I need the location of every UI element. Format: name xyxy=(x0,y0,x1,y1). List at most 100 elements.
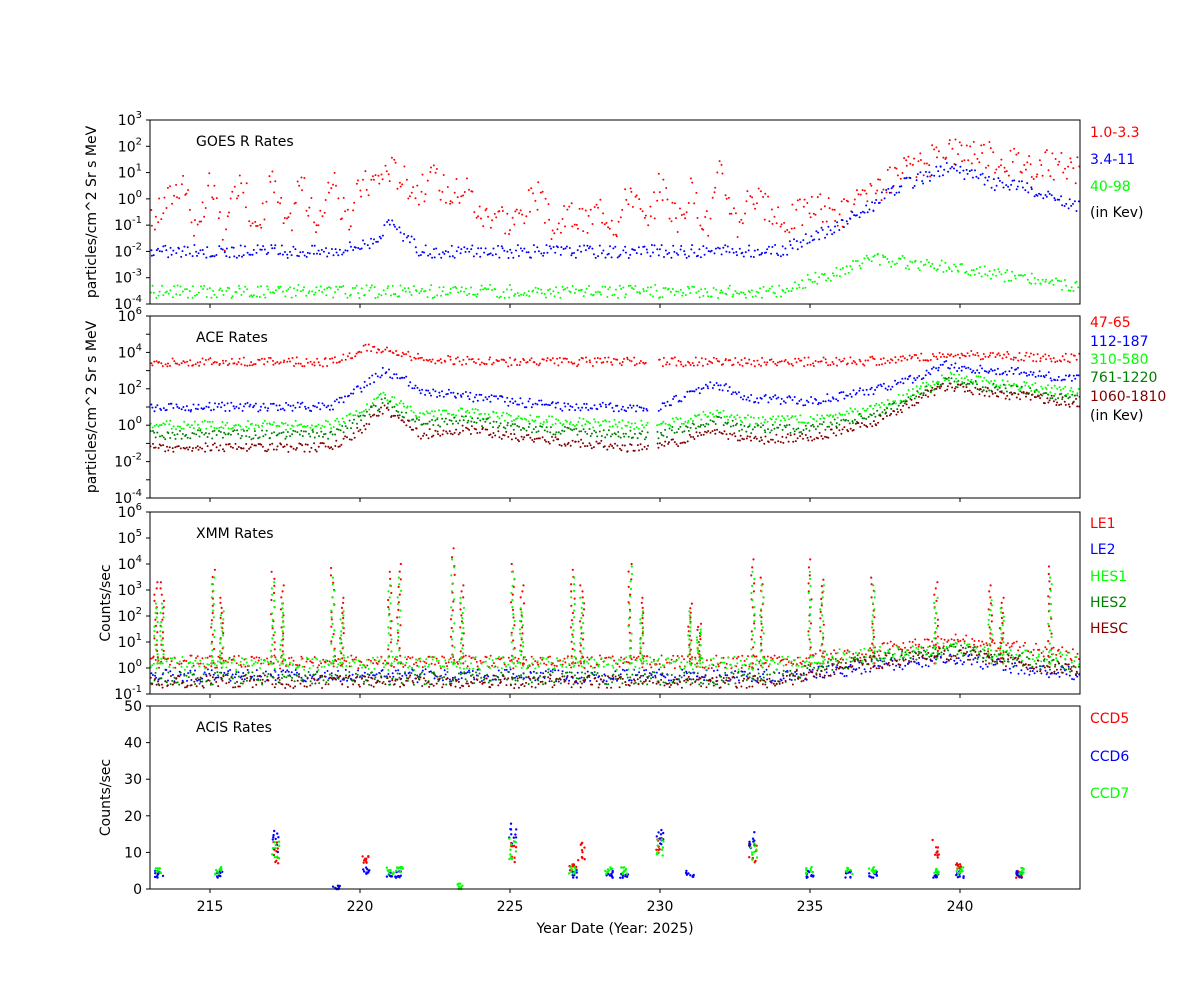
data-point xyxy=(1036,194,1039,197)
data-point xyxy=(289,427,292,430)
data-point xyxy=(258,656,261,659)
data-point xyxy=(428,420,431,423)
data-point xyxy=(567,441,570,444)
data-point xyxy=(979,644,982,647)
data-point xyxy=(1005,373,1008,376)
data-point xyxy=(636,291,639,294)
data-point xyxy=(178,407,181,410)
data-point xyxy=(599,403,602,406)
data-point xyxy=(373,413,376,416)
data-point xyxy=(652,251,654,254)
data-point xyxy=(484,396,487,399)
data-point xyxy=(542,423,545,426)
data-point xyxy=(685,425,688,428)
data-point xyxy=(519,247,522,250)
data-point xyxy=(487,288,490,291)
data-point xyxy=(627,421,630,424)
data-point xyxy=(546,357,549,360)
data-point xyxy=(984,166,987,169)
data-point xyxy=(734,212,737,215)
data-point xyxy=(346,436,348,439)
data-point xyxy=(492,420,495,423)
data-point xyxy=(444,201,447,204)
data-point xyxy=(942,645,945,648)
data-point xyxy=(263,218,266,221)
data-point xyxy=(919,159,922,161)
data-point xyxy=(1000,391,1003,394)
data-point xyxy=(618,421,621,424)
data-point xyxy=(649,663,652,666)
spike-point xyxy=(396,616,399,619)
data-point xyxy=(380,374,383,377)
data-point xyxy=(893,401,896,404)
data-point xyxy=(713,384,716,387)
data-point xyxy=(437,433,440,436)
data-point xyxy=(438,394,441,397)
data-point xyxy=(338,248,341,251)
spike-point xyxy=(462,584,465,587)
data-point xyxy=(840,360,843,363)
data-point xyxy=(162,444,165,447)
data-point xyxy=(409,426,412,429)
spike-point xyxy=(219,601,222,605)
data-point xyxy=(722,409,725,412)
data-point xyxy=(416,184,419,187)
data-point xyxy=(174,666,177,669)
spike-point xyxy=(213,568,216,571)
data-point xyxy=(599,357,602,360)
data-point xyxy=(585,403,588,405)
data-point xyxy=(937,150,940,153)
data-point xyxy=(313,244,316,247)
data-point xyxy=(568,423,571,425)
data-point xyxy=(624,424,627,427)
plot-frame xyxy=(149,119,1081,305)
data-point xyxy=(958,356,961,359)
data-point xyxy=(875,402,878,405)
data-point xyxy=(1005,356,1008,359)
data-point xyxy=(869,422,872,425)
data-point xyxy=(929,373,932,376)
data-point xyxy=(500,657,503,660)
data-point xyxy=(1010,358,1012,360)
data-point xyxy=(551,415,553,418)
data-point xyxy=(434,419,437,422)
data-point xyxy=(617,410,620,413)
data-point xyxy=(335,285,338,288)
data-point xyxy=(360,390,363,393)
data-point xyxy=(432,434,435,437)
data-point xyxy=(959,165,962,168)
data-point xyxy=(790,363,793,365)
data-point xyxy=(1007,353,1010,355)
data-point xyxy=(936,635,939,638)
spike-point xyxy=(211,575,214,579)
data-point xyxy=(503,434,506,437)
data-point xyxy=(1007,185,1010,188)
data-point xyxy=(987,175,990,178)
data-point xyxy=(318,435,320,438)
data-point xyxy=(357,247,360,249)
data-point xyxy=(1014,277,1017,280)
data-point xyxy=(831,208,834,211)
data-point xyxy=(835,266,838,269)
data-point xyxy=(316,666,319,669)
data-point xyxy=(793,396,796,398)
data-point xyxy=(225,443,228,446)
data-point xyxy=(222,448,224,451)
data-point xyxy=(677,253,680,256)
data-point xyxy=(724,244,727,247)
data-point xyxy=(233,424,236,427)
data-point xyxy=(306,361,309,364)
data-point xyxy=(577,440,580,443)
data-point xyxy=(573,292,576,294)
data-point xyxy=(643,445,646,448)
data-point xyxy=(896,408,899,411)
data-point xyxy=(823,417,826,420)
data-point xyxy=(442,395,445,398)
data-point xyxy=(529,210,531,213)
data-point xyxy=(784,247,787,250)
data-point xyxy=(680,422,683,425)
data-point xyxy=(322,658,325,661)
data-point xyxy=(473,411,476,414)
data-point xyxy=(973,643,975,646)
